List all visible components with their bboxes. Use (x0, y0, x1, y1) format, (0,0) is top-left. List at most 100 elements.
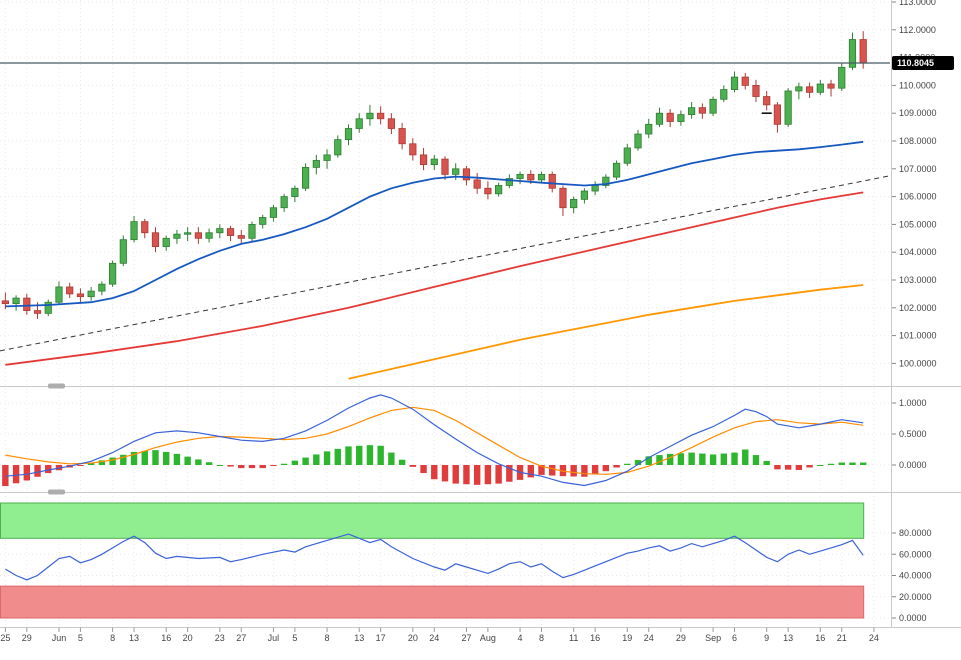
histogram-bar (409, 465, 417, 467)
axis-label: 112.0000 (899, 25, 936, 35)
candle (226, 225, 235, 242)
candle-body (473, 179, 481, 189)
time-label: Jul (268, 633, 280, 643)
time-label: 19 (622, 633, 632, 643)
time-label: 6 (732, 633, 737, 643)
candle (312, 154, 320, 175)
candle (248, 221, 256, 242)
candle-body (666, 112, 674, 122)
candle (795, 82, 803, 100)
histogram-bar (752, 455, 760, 465)
axis-label: 101.0000 (899, 331, 937, 341)
histogram-bar (591, 465, 599, 474)
histogram-bar (806, 465, 813, 468)
candle (1, 292, 9, 310)
candle-body (302, 167, 310, 189)
time-label: 20 (408, 633, 418, 643)
candles (1, 31, 867, 319)
candle-body (805, 86, 814, 93)
candle-body (184, 232, 192, 235)
candle (612, 160, 621, 180)
candle-body (387, 118, 395, 129)
axis-label: 20.0000 (899, 592, 932, 602)
candle-body (377, 112, 385, 120)
candle (709, 96, 717, 116)
candle-body (784, 90, 792, 125)
candle-body (130, 221, 138, 241)
candle-body (527, 173, 535, 181)
histogram-bar (441, 465, 449, 482)
candle (548, 171, 556, 193)
candle (848, 32, 857, 71)
candle-body (859, 39, 867, 64)
candle (484, 181, 492, 200)
candle (602, 174, 610, 189)
macd-line (5, 394, 864, 487)
last-price-badge: 110.8045 (892, 56, 954, 70)
candle-body (827, 83, 835, 89)
candle (473, 172, 481, 194)
candle (805, 82, 814, 98)
candle (419, 147, 428, 171)
candle-body (559, 187, 567, 209)
candle-body (76, 293, 85, 298)
candle (720, 85, 728, 103)
candle-body (355, 118, 363, 129)
candle (344, 124, 353, 146)
candle (645, 118, 653, 139)
candle-body (688, 107, 696, 115)
candle (237, 229, 245, 244)
candle (495, 182, 503, 197)
price-plot-area[interactable] (0, 0, 890, 385)
candle (430, 154, 438, 171)
histogram-bar (356, 445, 363, 465)
histogram-bar (173, 453, 181, 465)
candle-body (645, 123, 653, 135)
candle-body (141, 221, 149, 234)
candle (827, 79, 835, 97)
candle-body (12, 297, 20, 305)
candle-body (162, 237, 170, 248)
candle (323, 149, 331, 169)
time-axis[interactable]: 25 29 Jun 5 8 13 16 20 23 27 Jul 5 8 13 17 20 24 27 Aug 4 8 1… (0, 627, 879, 644)
candle (559, 185, 567, 217)
histogram-bar (827, 463, 835, 465)
candle-body (108, 262, 117, 285)
time-label: 16 (815, 633, 825, 643)
axis-label: 80.0000 (899, 528, 932, 538)
histogram-bar (259, 465, 266, 469)
candle-body (398, 128, 406, 145)
time-label: Jun (52, 633, 67, 643)
stoch-axis[interactable]: 80.0000 60.0000 40.0000 20.0000 0.0000 (892, 528, 932, 623)
panel-resize-handle[interactable] (48, 489, 65, 495)
candle (688, 102, 696, 119)
histogram-bar (463, 465, 470, 485)
histogram-bar (238, 465, 245, 469)
candle-body (730, 76, 739, 90)
histogram-bar (195, 459, 202, 465)
histogram-bar (452, 465, 459, 484)
price-axis[interactable]: 113.0000112.0000111.0000110.0000109.0000… (892, 0, 937, 368)
candle-body (763, 96, 771, 106)
time-label: 4 (518, 633, 523, 643)
candle (76, 288, 85, 303)
time-label: 25 (0, 633, 10, 643)
macd-axis[interactable]: 1.0000 0.5000 0.0000 (892, 398, 927, 470)
candle (655, 107, 664, 128)
candle-body (462, 168, 471, 181)
trendline-dashed (0, 175, 891, 352)
axis-label: 108.0000 (899, 136, 937, 146)
panel-resize-handle[interactable] (48, 383, 65, 389)
candle-body (773, 104, 782, 125)
histogram-bar (152, 450, 159, 465)
histogram-bar (784, 465, 792, 470)
histogram-bar (302, 457, 309, 465)
candle (730, 71, 739, 93)
axis-label: 1.0000 (899, 398, 927, 408)
candle (634, 129, 642, 151)
histogram-bar (699, 453, 706, 465)
histogram-bar (795, 465, 803, 470)
time-label: 27 (236, 633, 246, 643)
